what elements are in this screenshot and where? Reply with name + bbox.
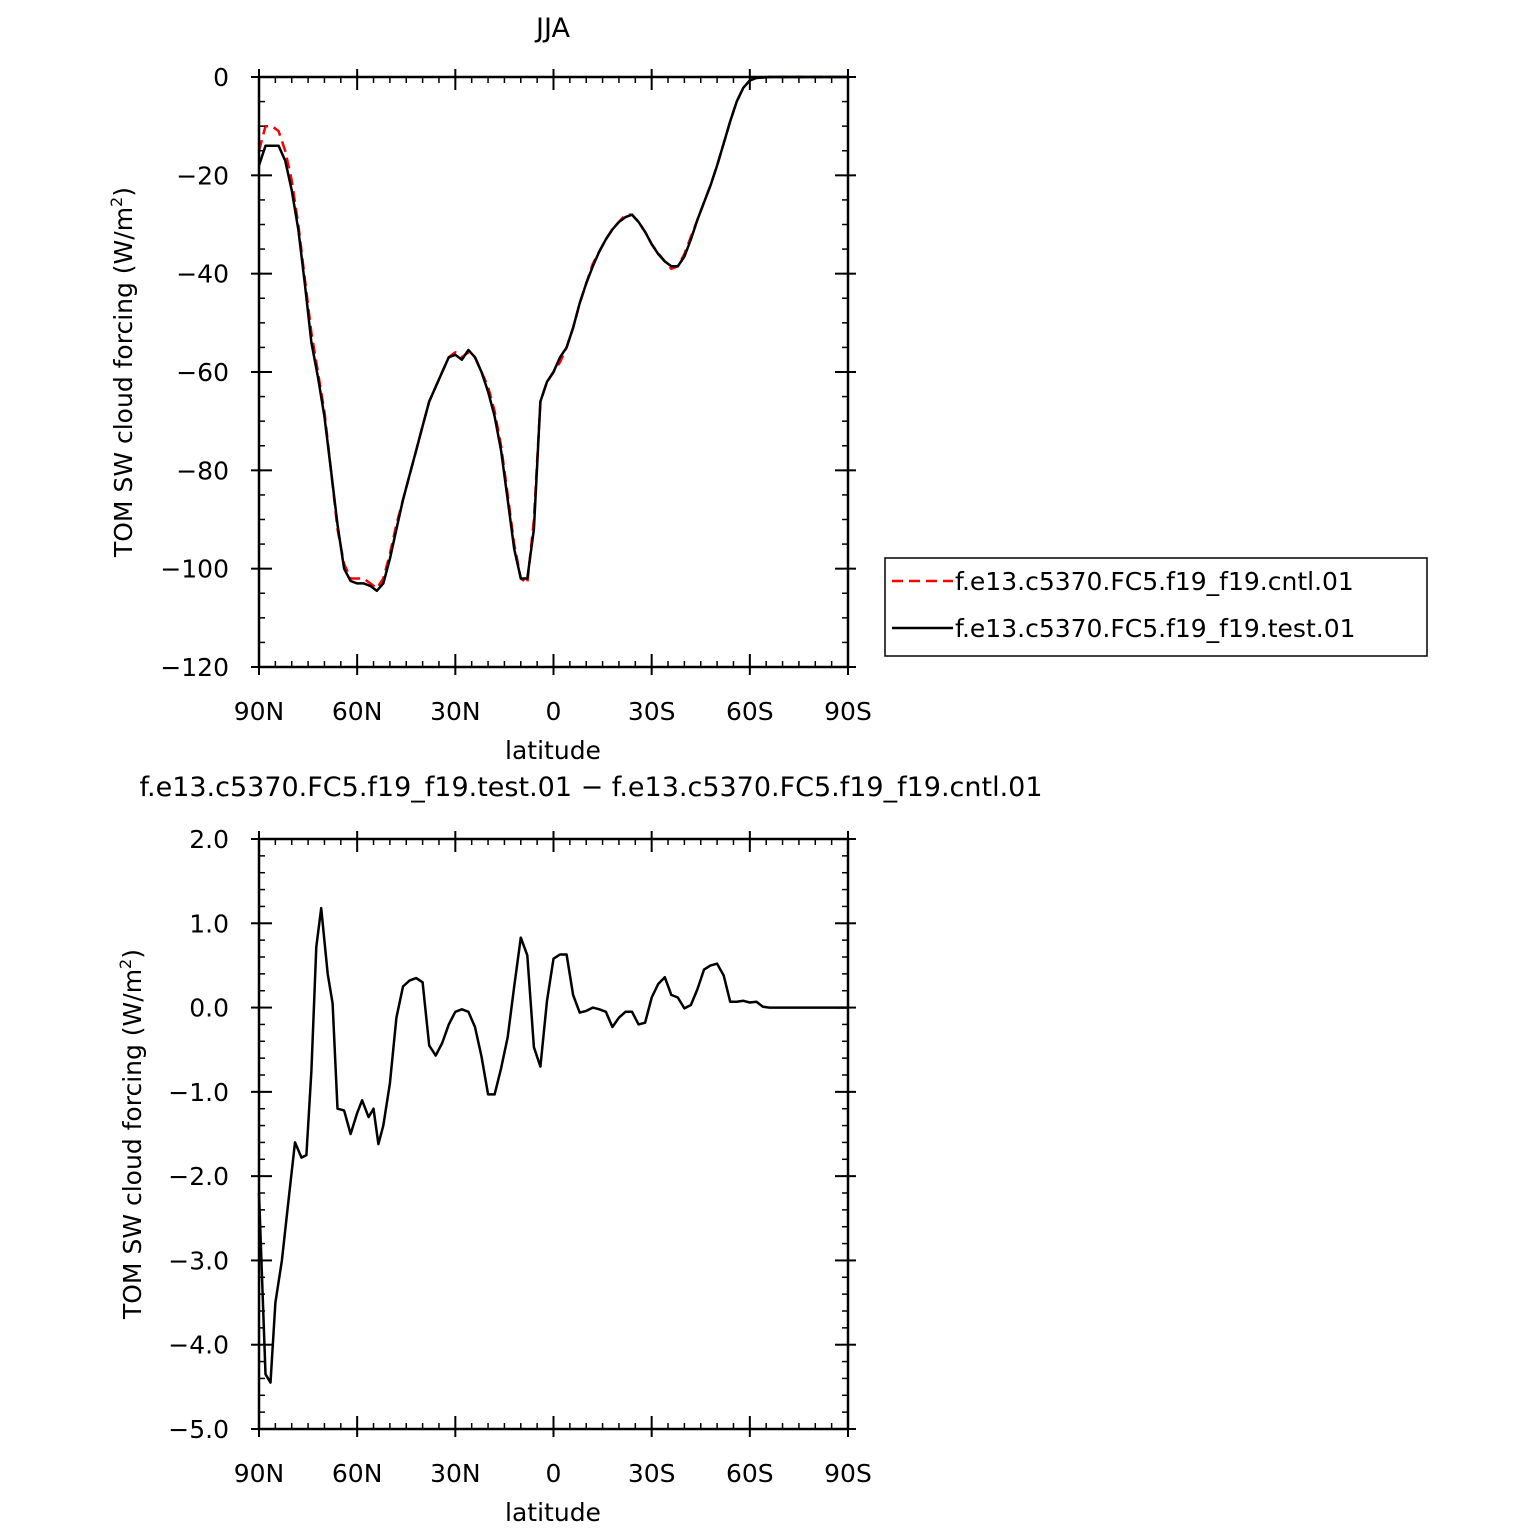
x-tick-label: 0	[546, 697, 562, 726]
legend-label-test: f.e13.c5370.FC5.f19_f19.test.01	[955, 614, 1356, 643]
legend: f.e13.c5370.FC5.f19_f19.cntl.01 f.e13.c5…	[884, 557, 1428, 657]
y-tick-label: 0	[213, 63, 229, 92]
y-tick-label: 0.0	[189, 994, 229, 1023]
bottom-chart-ylabel-main: TOM SW cloud forcing (W/m	[118, 969, 147, 1320]
x-tick-label: 90N	[234, 1459, 285, 1488]
bottom-chart-panel: f.e13.c5370.FC5.f19_f19.test.01 − f.e13.…	[116, 772, 1043, 1527]
y-tick-label: −3.0	[168, 1246, 229, 1275]
y-tick-label: −1.0	[168, 1078, 229, 1107]
series-line-0-0	[257, 75, 848, 590]
y-tick-label: −100	[160, 555, 229, 584]
bottom-chart-xlabel: latitude	[505, 1498, 601, 1527]
x-tick-label: 30N	[430, 697, 481, 726]
bottom-chart-ylabel: TOM SW cloud forcing (W/m2)	[116, 949, 147, 1320]
y-tick-label: −4.0	[168, 1331, 229, 1360]
bottom-chart-ticks: 90N 60N 30N 0 30S 60S 90S 2.0 1.0 0.0 −1.0 −2.0 −3.0…	[168, 825, 872, 1488]
x-tick-label: 90S	[824, 697, 872, 726]
bottom-chart-ylabel-tail: )	[118, 949, 147, 959]
x-tick-label: 30N	[430, 1459, 481, 1488]
bottom-chart-series-group	[257, 906, 848, 1384]
bottom-chart-frame	[257, 837, 850, 1431]
top-chart-xlabel: latitude	[505, 736, 601, 765]
top-chart-title: JJA	[534, 13, 570, 44]
x-tick-label: 30S	[628, 1459, 676, 1488]
y-tick-label: −2.0	[168, 1162, 229, 1191]
x-tick-label: 60S	[726, 697, 774, 726]
legend-label-cntl: f.e13.c5370.FC5.f19_f19.cntl.01	[955, 567, 1354, 596]
x-tick-label: 60N	[332, 1459, 383, 1488]
top-chart-panel: JJA 90N 60N 30N 0 30S 60S 90S 0 −20 −40 −60 −80 −100…	[107, 13, 1428, 765]
x-tick-label: 90S	[824, 1459, 872, 1488]
bottom-chart-ylabel-sup: 2	[116, 959, 135, 969]
y-tick-label: −20	[176, 161, 229, 190]
x-tick-label: 30S	[628, 697, 676, 726]
top-chart-ylabel-main: TOM SW cloud forcing (W/m	[109, 207, 138, 558]
series-line-0-1	[257, 75, 848, 593]
x-tick-label: 90N	[234, 697, 285, 726]
bottom-chart-title: f.e13.c5370.FC5.f19_f19.test.01 − f.e13.…	[139, 772, 1042, 803]
top-chart-series-group	[257, 75, 848, 593]
x-tick-label: 0	[546, 1459, 562, 1488]
y-tick-label: −60	[176, 358, 229, 387]
y-tick-label: −5.0	[168, 1415, 229, 1444]
x-tick-label: 60N	[332, 697, 383, 726]
y-tick-label: −120	[160, 653, 229, 682]
y-tick-label: 1.0	[189, 909, 229, 938]
y-tick-label: −80	[176, 456, 229, 485]
series-line-1-0	[257, 906, 848, 1384]
y-tick-label: −40	[176, 260, 229, 289]
top-chart-ylabel: TOM SW cloud forcing (W/m2)	[107, 187, 138, 558]
x-tick-label: 60S	[726, 1459, 774, 1488]
top-chart-ylabel-tail: )	[109, 187, 138, 197]
top-chart-ticks: 90N 60N 30N 0 30S 60S 90S 0 −20 −40 −60 −80 −100 −120	[160, 63, 872, 726]
y-tick-label: 2.0	[189, 825, 229, 854]
legend-box	[884, 557, 1428, 657]
top-chart-ylabel-sup: 2	[107, 197, 126, 207]
